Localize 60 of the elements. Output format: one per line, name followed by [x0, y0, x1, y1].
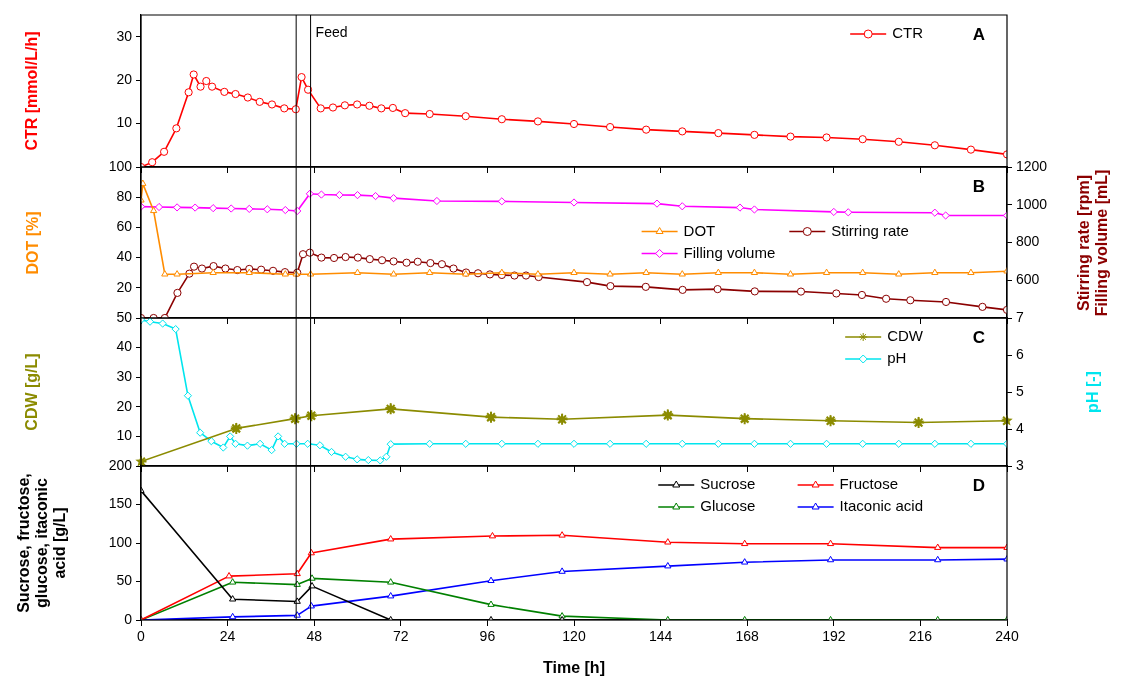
y-tick-label: 150 [108, 495, 133, 512]
y-tick-label: 20 [116, 71, 133, 87]
legend-label: CDW [887, 327, 924, 345]
annotation: D [972, 475, 985, 495]
legend-label: CTR [892, 24, 924, 42]
y-tick-label: 80 [116, 188, 133, 205]
y-axis-title: Sucrose, fructose, glucose, itaconic acid [g/L] [15, 472, 69, 615]
legend-label: DOT [683, 221, 716, 239]
x-tick-label: 24 [219, 628, 236, 645]
x-tick-label: 96 [479, 628, 496, 645]
y-axis-title: CDW [g/L] [23, 352, 41, 433]
legend-label: Glucose [700, 497, 756, 515]
y-tick-label: 50 [116, 572, 133, 589]
x-axis-title: Time [h] [543, 658, 605, 676]
y-tick-label: 40 [116, 338, 133, 355]
y2-tick-label: 4 [1016, 419, 1024, 436]
y2-tick-label: 1200 [1016, 157, 1048, 174]
legend-label: Itaconic acid [839, 497, 924, 515]
y2-tick-label: 1000 [1016, 195, 1048, 212]
x-tick-label: 48 [306, 628, 323, 645]
x-tick-label: 0 [137, 628, 146, 645]
legend-label: Sucrose [700, 475, 756, 493]
ref-line-label: Feed [315, 23, 348, 40]
x-tick-label: 240 [995, 628, 1019, 645]
annotation: A [972, 24, 985, 44]
annotation: C [972, 327, 985, 347]
x-tick-label: 120 [562, 628, 586, 645]
y-tick-label: 200 [108, 456, 133, 473]
y2-tick-label: 800 [1016, 233, 1040, 250]
y2-axis-title: Stirring rate [rpm] Filling volume [mL] [1074, 168, 1110, 318]
y2-tick-label: 6 [1016, 345, 1024, 362]
legend-label: Fructose [839, 475, 898, 493]
x-tick-label: 192 [822, 628, 846, 645]
y-tick-label: 10 [116, 427, 133, 444]
y-tick-label: 20 [116, 397, 133, 414]
y-tick-label: 50 [116, 308, 133, 325]
y-axis-title: CTR [mmol/L/h] [23, 30, 41, 153]
y-tick-label: 20 [116, 278, 133, 295]
y-tick-label: 40 [116, 248, 133, 265]
y-tick-label: 100 [108, 533, 133, 550]
y-tick-label: 60 [116, 218, 133, 235]
y-tick-label: 30 [116, 368, 133, 385]
y2-tick-label: 5 [1016, 382, 1024, 399]
x-tick-label: 168 [735, 628, 760, 645]
y-tick-label: 10 [116, 114, 133, 131]
y2-tick-label: 3 [1016, 456, 1024, 473]
y-tick-label: 30 [116, 27, 133, 44]
legend-label: Filling volume [683, 243, 776, 261]
x-tick-label: 144 [648, 628, 673, 645]
y-axis-title: DOT [%] [23, 209, 41, 277]
y2-tick-label: 600 [1016, 271, 1040, 288]
annotation: B [972, 176, 985, 196]
y-tick-label: 100 [108, 157, 133, 174]
x-tick-label: 216 [908, 628, 933, 645]
legend-label: Stirring rate [831, 221, 909, 239]
y2-axis-title: pH [-] [1083, 371, 1100, 413]
y2-tick-label: 7 [1016, 308, 1024, 325]
x-tick-label: 72 [393, 628, 409, 645]
legend-label: pH [887, 349, 907, 367]
y-tick-label: 0 [124, 610, 133, 627]
